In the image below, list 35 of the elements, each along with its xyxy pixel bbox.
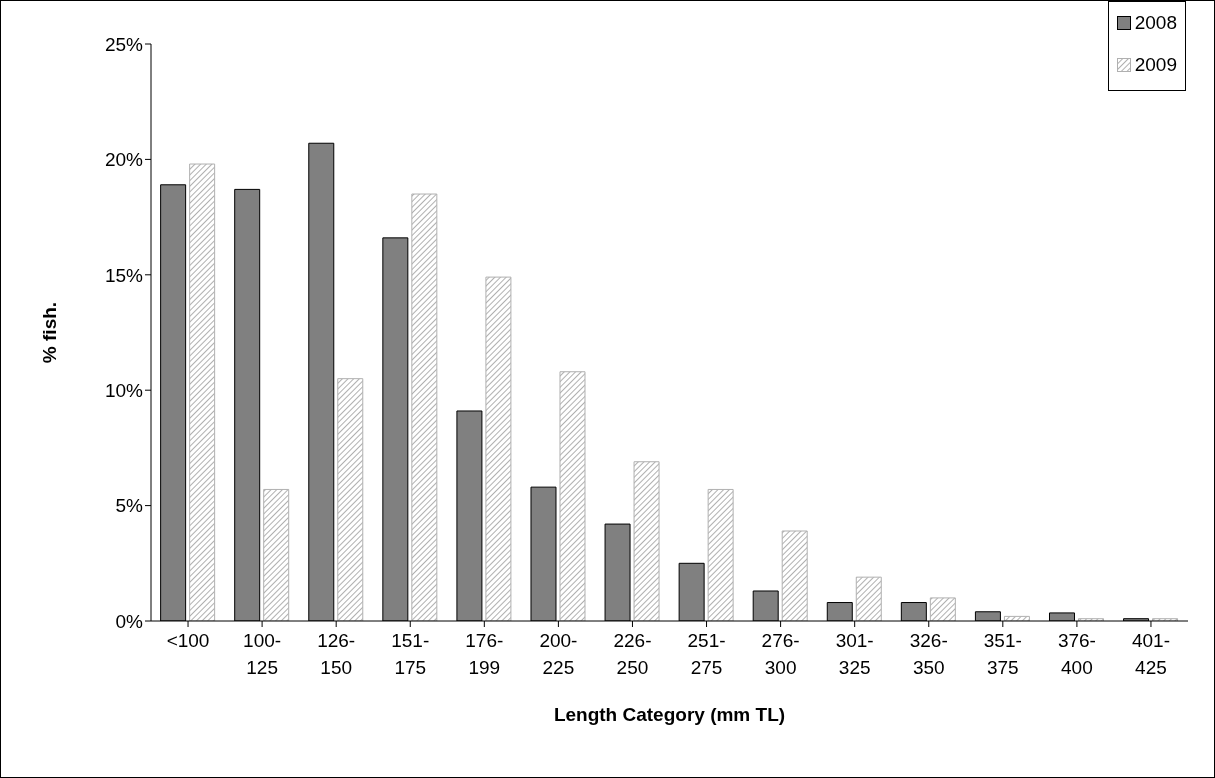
x-tick-label: 200-225 bbox=[539, 630, 578, 678]
x-tick-label: 226-250 bbox=[613, 630, 652, 678]
bar bbox=[559, 371, 586, 621]
y-tick-label: 10% bbox=[104, 379, 144, 401]
bar bbox=[855, 576, 882, 621]
y-tick-label: 0% bbox=[115, 610, 144, 632]
x-tick-label: 251-275 bbox=[687, 630, 726, 678]
y-tick-label: 25% bbox=[104, 33, 144, 55]
x-tick-label: 301-325 bbox=[835, 630, 874, 678]
y-axis-title: % fish. bbox=[38, 301, 60, 364]
bar bbox=[263, 488, 290, 621]
x-tick-label: 276-300 bbox=[761, 630, 800, 678]
x-axis-title: Length Category (mm TL) bbox=[553, 704, 786, 725]
x-tick-label: 100-125 bbox=[243, 630, 282, 678]
bar bbox=[189, 163, 216, 621]
bar bbox=[781, 530, 808, 621]
bar bbox=[337, 378, 364, 621]
x-tick-label: 151-175 bbox=[391, 630, 430, 678]
x-tick-label: 401-425 bbox=[1131, 630, 1170, 678]
x-tick-label: 176-199 bbox=[465, 630, 504, 678]
x-tick-label: 351-375 bbox=[983, 630, 1022, 678]
bar bbox=[485, 276, 512, 621]
x-tick-label: 126-150 bbox=[317, 630, 356, 678]
x-tick-label: 326-350 bbox=[909, 630, 948, 678]
x-tick-label: <100 bbox=[166, 630, 210, 651]
y-tick-label: 20% bbox=[104, 149, 144, 171]
y-tick-label: 5% bbox=[115, 495, 144, 517]
x-tick-label: 376-400 bbox=[1057, 630, 1096, 678]
bar bbox=[411, 193, 438, 621]
bar bbox=[633, 461, 660, 621]
bar bbox=[707, 488, 734, 621]
bar bbox=[929, 597, 956, 621]
legend-label: 2009 bbox=[1134, 54, 1177, 76]
y-tick-label: 15% bbox=[104, 264, 144, 286]
legend-label: 2008 bbox=[1134, 12, 1177, 34]
